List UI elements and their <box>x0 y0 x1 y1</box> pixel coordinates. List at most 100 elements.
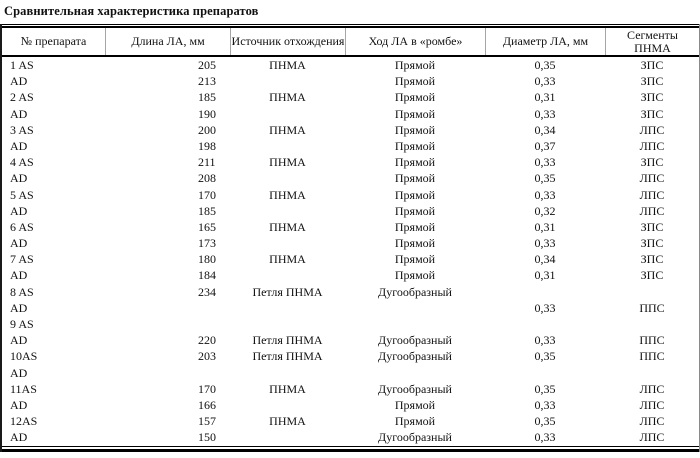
table-row: 7 AS 180 ПНМА Прямой 0,34 ЗПС <box>2 251 699 267</box>
table-cell: Прямой <box>394 219 436 234</box>
table-cell: ЗПС <box>640 58 664 72</box>
table-cell: Прямой <box>394 138 436 153</box>
table-cell <box>105 365 230 381</box>
table-cell: Дугообразный <box>378 333 452 348</box>
table-cell: ЗПС <box>640 155 664 170</box>
table-cell: Прямой <box>394 397 436 412</box>
table-row: 1 AS 205 ПНМА Прямой 0,35 ЗПС <box>2 57 699 73</box>
table-cell <box>345 316 485 332</box>
table-cell: AD <box>10 203 28 218</box>
table-cell <box>230 397 345 413</box>
table-cell: AD <box>10 138 28 153</box>
table-cell: AD <box>10 268 28 283</box>
table-cell: 11AS <box>10 381 37 396</box>
table-cell: 0,35 <box>534 381 556 396</box>
table-cell: 0,37 <box>534 138 556 153</box>
table-cell: 190 <box>198 106 216 121</box>
table-cell: 205 <box>198 58 216 72</box>
table-cell <box>605 316 699 332</box>
table-cell: 200 <box>198 122 216 137</box>
table-cell: 166 <box>198 397 216 412</box>
table-cell: 157 <box>198 414 216 429</box>
table-cell: ЛПС <box>639 187 665 202</box>
table-cell: Прямой <box>394 414 436 429</box>
table-cell: 0,31 <box>534 268 556 283</box>
table-cell: Петля ПНМА <box>252 333 323 348</box>
table-cell: AD <box>10 333 28 348</box>
table-row: 2 AS 185 ПНМА Прямой 0,31 ЗПС <box>2 89 699 105</box>
table-row: 11AS 170 ПНМА Дугообразный 0,35 ЛПС <box>2 381 699 397</box>
table-cell: 6 AS <box>10 219 34 234</box>
table-row: 3 AS 200 ПНМА Прямой 0,34 ЛПС <box>2 122 699 138</box>
table-row: 10AS 203 Петля ПНМА Дугообразный 0,35 ПП… <box>2 348 699 364</box>
table-cell: 10AS <box>10 349 38 364</box>
table-cell <box>230 138 345 154</box>
table-row: AD 213 Прямой 0,33 ЗПС <box>2 73 699 89</box>
table-top-rule <box>2 24 699 28</box>
table-row: AD 0,33 ППС <box>2 300 699 316</box>
table-row: 9 AS <box>2 316 699 332</box>
table-cell: 173 <box>198 236 216 251</box>
table-cell: 0,35 <box>534 349 556 364</box>
table-cell: ЛПС <box>639 138 665 153</box>
table-cell: ЗПС <box>640 74 664 89</box>
table-row: AD 173 Прямой 0,33 ЗПС <box>2 235 699 251</box>
table-cell: 185 <box>198 203 216 218</box>
table-cell: Прямой <box>394 74 436 89</box>
table-cell: ЗПС <box>640 90 664 105</box>
table-cell: ЗПС <box>640 106 664 121</box>
table-cell: Прямой <box>394 252 436 267</box>
table-cell <box>105 316 230 332</box>
table-cell: Дугообразный <box>378 430 452 445</box>
table-cell: 0,33 <box>534 236 556 251</box>
table-cell: 4 AS <box>10 155 34 170</box>
table-cell: 1 AS <box>10 58 34 72</box>
table-row: 12AS 157 ПНМА Прямой 0,35 ЛПС <box>2 413 699 429</box>
table-cell: Прямой <box>394 155 436 170</box>
table-cell: 185 <box>198 90 216 105</box>
column-header-specimen-number: № препарата <box>20 34 87 49</box>
table-cell: Петля ПНМА <box>252 284 323 299</box>
table-cell: ПНМА <box>269 414 306 429</box>
table-cell: ПНМА <box>269 219 306 234</box>
table-cell <box>230 170 345 186</box>
table-cell: 184 <box>198 268 216 283</box>
table-cell: ПНМА <box>269 58 306 72</box>
table-cell: 0,33 <box>534 155 556 170</box>
table-cell: 0,35 <box>534 171 556 186</box>
table-cell: 9 AS <box>10 317 34 331</box>
table-cell <box>345 365 485 381</box>
table-cell: Прямой <box>394 171 436 186</box>
table-cell <box>230 73 345 89</box>
table-cell <box>605 284 699 300</box>
table-cell: 0,33 <box>534 187 556 202</box>
table-cell: Дугообразный <box>378 381 452 396</box>
table-cell: 213 <box>198 74 216 89</box>
table-cell: Прямой <box>394 122 436 137</box>
table-cell: ПНМА <box>269 381 306 396</box>
table-cell: 180 <box>198 252 216 267</box>
table-cell: ЛПС <box>639 122 665 137</box>
table-cell <box>485 316 605 332</box>
table-row: 8 AS 234 Петля ПНМА Дугообразный <box>2 284 699 300</box>
table-cell: Прямой <box>394 106 436 121</box>
comparison-table: № препарата Длина ЛА, мм Источник отхожд… <box>0 24 700 452</box>
table-cell: AD <box>10 106 28 121</box>
table-cell: 208 <box>198 171 216 186</box>
table-cell: AD <box>10 236 28 251</box>
table-title: Сравнительная характеристика препаратов <box>4 4 259 18</box>
table-cell <box>230 429 345 445</box>
table-cell: ППС <box>639 333 665 348</box>
table-row: AD <box>2 365 699 381</box>
table-cell: ПНМА <box>269 122 306 137</box>
table-cell: Прямой <box>394 203 436 218</box>
table-cell: 203 <box>198 349 216 364</box>
table-cell: 220 <box>198 333 216 348</box>
table-row: 6 AS 165 ПНМА Прямой 0,31 ЗПС <box>2 219 699 235</box>
table-cell: 0,32 <box>534 203 556 218</box>
table-cell: AD <box>10 300 28 315</box>
table-cell: AD <box>10 74 28 89</box>
table-row: 5 AS 170 ПНМА Прямой 0,33 ЛПС <box>2 187 699 203</box>
table-cell <box>105 300 230 316</box>
table-cell: ЛПС <box>639 430 665 445</box>
